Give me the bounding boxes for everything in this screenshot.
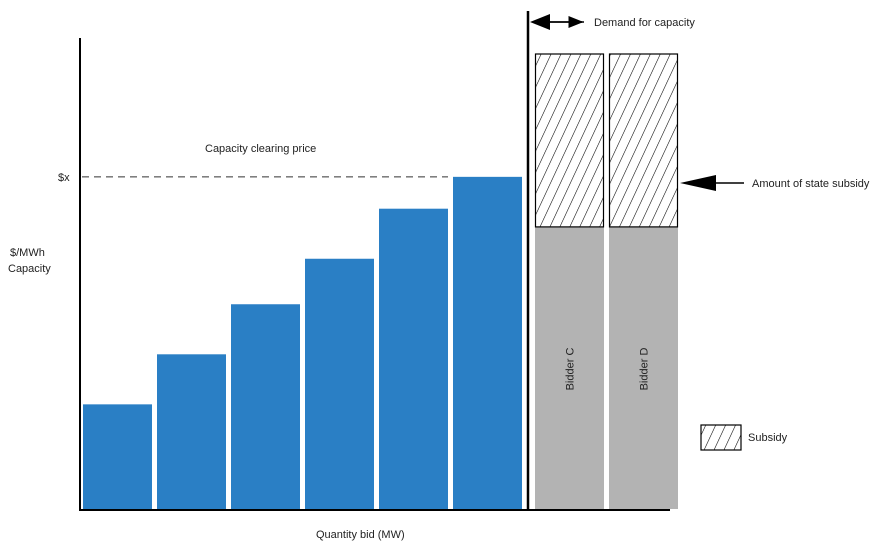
legend-subsidy-swatch (700, 424, 742, 451)
bidder-label: Bidder D (639, 348, 651, 391)
bars-layer: Bidder C Bidder D (83, 53, 679, 509)
y-axis-label-line2: Capacity (8, 263, 51, 275)
subsidized-bid-bar: Bidder C (534, 53, 605, 509)
bid-bar (231, 304, 300, 509)
bid-bar (379, 208, 448, 509)
subsidy-arrow-head-icon (680, 175, 716, 191)
bid-bar (379, 208, 448, 509)
bid-bar (231, 304, 300, 509)
demand-arrow-head-icon (530, 14, 550, 30)
bid-bar (157, 354, 226, 509)
y-axis-label-line1: $/MWh (10, 247, 45, 259)
state-subsidy-label: Amount of state subsidy (752, 178, 870, 190)
bid-bar-base (609, 226, 678, 509)
legend-subsidy-label: Subsidy (748, 432, 788, 444)
bid-bar (453, 176, 522, 509)
bid-bar (83, 404, 152, 509)
subsidy-hatch (608, 53, 679, 228)
demand-label: Demand for capacity (594, 17, 695, 29)
bid-bar (305, 258, 374, 509)
x-axis-label: Quantity bid (MW) (316, 529, 405, 541)
bid-bar (453, 176, 522, 509)
subsidy-hatch (534, 53, 605, 228)
bidder-label: Bidder C (565, 348, 577, 391)
price-tick-label: $x (58, 172, 70, 184)
bid-bar-base (535, 226, 604, 509)
subsidized-bid-bar: Bidder D (608, 53, 679, 509)
bid-bar (157, 354, 226, 509)
bid-bar (83, 404, 152, 509)
bid-bar (305, 258, 374, 509)
clearing-price-label: Capacity clearing price (205, 143, 316, 155)
